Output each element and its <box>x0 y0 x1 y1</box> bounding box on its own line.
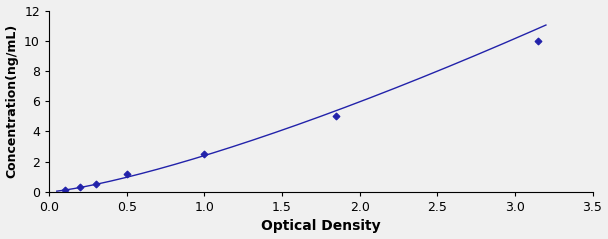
X-axis label: Optical Density: Optical Density <box>261 219 381 234</box>
Y-axis label: Concentration(ng/mL): Concentration(ng/mL) <box>5 24 19 178</box>
